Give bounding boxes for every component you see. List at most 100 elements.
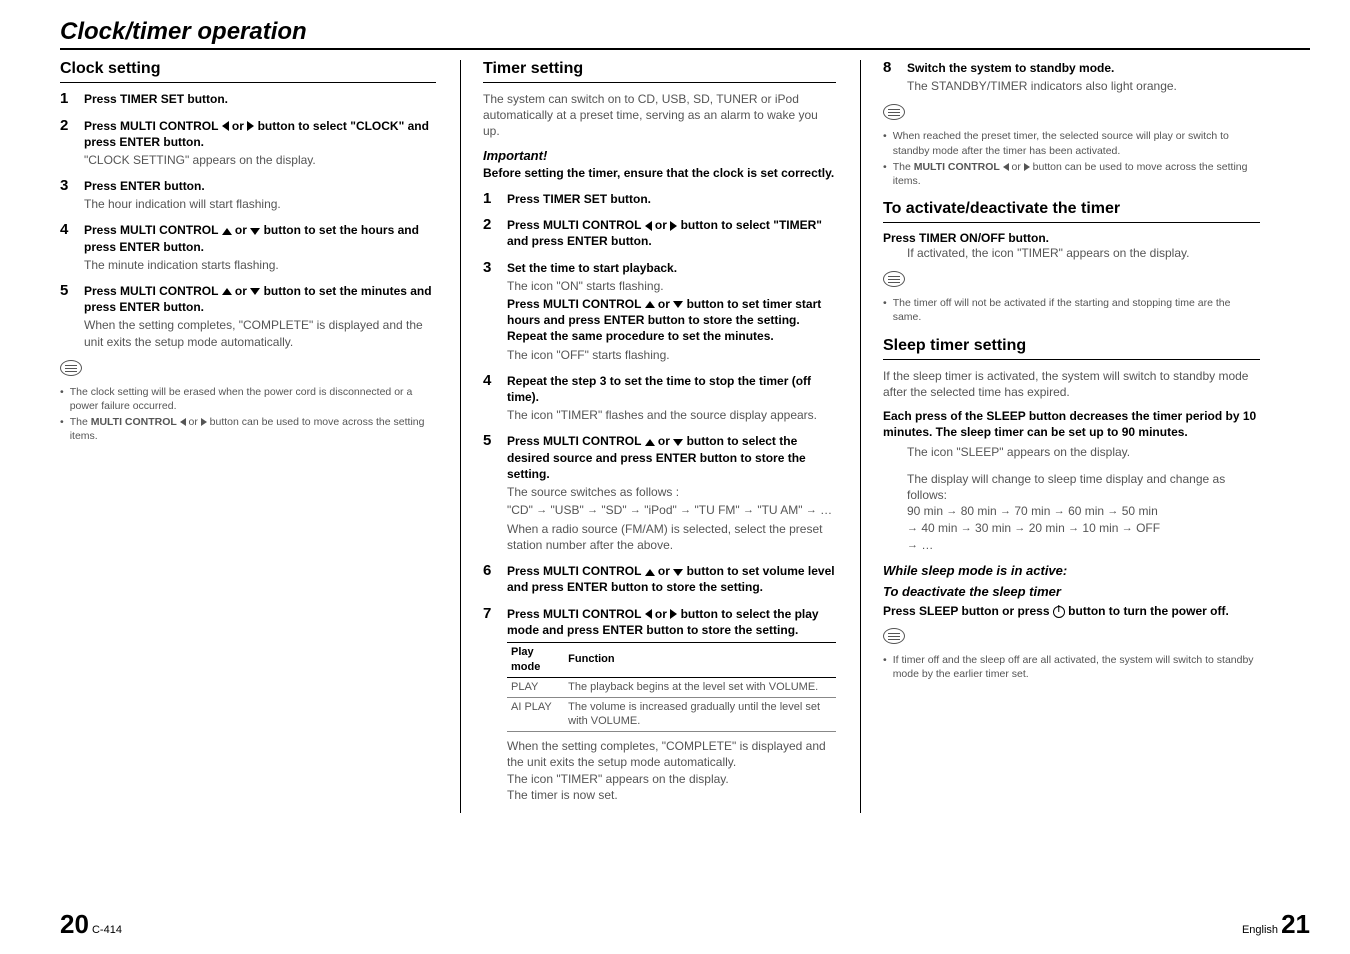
- bold-text: Each press of the SLEEP button decreases…: [883, 408, 1260, 440]
- column-2: Timer setting The system can switch on t…: [460, 60, 860, 813]
- step-6: 6 Press MULTI CONTROL or button to set v…: [483, 563, 836, 595]
- step-4: 4 Press MULTI CONTROL or button to set t…: [60, 222, 436, 273]
- table-header: Play mode: [507, 643, 564, 678]
- up-arrow-icon: [645, 569, 655, 576]
- note-icon: [60, 360, 82, 376]
- step-2: 2 Press MULTI CONTROL or button to selec…: [60, 118, 436, 169]
- sleep-heading: Sleep timer setting: [883, 337, 1260, 355]
- sleep-sequence: 90 min → 80 min → 70 min → 60 min → 50 m…: [907, 504, 1158, 518]
- play-mode-table: Play modeFunction PLAYThe playback begin…: [507, 642, 836, 732]
- step-text: Press MULTI CONTROL or button to select …: [507, 607, 819, 637]
- step-text: Press MULTI CONTROL or button to set the…: [84, 223, 419, 253]
- clock-setting-heading: Clock setting: [60, 60, 436, 78]
- down-arrow-icon: [673, 439, 683, 446]
- step-note: The icon "OFF" starts flashing.: [507, 347, 836, 363]
- subhead: Press TIMER ON/OFF button.: [883, 231, 1260, 245]
- page-title: Clock/timer operation: [60, 18, 1310, 46]
- column-3: 8 Switch the system to standby mode. The…: [860, 60, 1260, 813]
- sleep-sequence: 40 min → 30 min → 20 min → 10 min → OFF: [921, 521, 1160, 535]
- important-body: Before setting the timer, ensure that th…: [483, 165, 836, 181]
- body-text: If the sleep timer is activated, the sys…: [883, 368, 1260, 400]
- step-text: Press MULTI CONTROL or button to set tim…: [507, 296, 836, 345]
- note-icon: [883, 271, 905, 287]
- rule: [883, 222, 1260, 223]
- step-text: Press MULTI CONTROL or button to select …: [507, 434, 806, 480]
- step-number: 4: [60, 222, 74, 273]
- note-icon: [883, 104, 905, 120]
- up-arrow-icon: [645, 439, 655, 446]
- down-arrow-icon: [673, 569, 683, 576]
- step-note: When a radio source (FM/AM) is selected,…: [507, 521, 836, 553]
- timer-setting-heading: Timer setting: [483, 60, 836, 78]
- step-number: 3: [483, 260, 497, 363]
- step-text: Press MULTI CONTROL or button to select …: [84, 119, 429, 149]
- table-cell: PLAY: [507, 677, 564, 697]
- step-text: Press TIMER SET button.: [84, 92, 228, 106]
- step-number: 2: [483, 217, 497, 249]
- rule: [60, 82, 436, 83]
- body-text: The display will change to sleep time di…: [883, 471, 1260, 554]
- table-cell: AI PLAY: [507, 697, 564, 732]
- step-number: 1: [483, 191, 497, 208]
- down-arrow-icon: [250, 228, 260, 235]
- note-icon: [883, 628, 905, 644]
- step-3: 3 Press ENTER button. The hour indicatio…: [60, 178, 436, 212]
- italic-subhead: To deactivate the sleep timer: [883, 584, 1260, 599]
- italic-subhead: While sleep mode is in active:: [883, 563, 1260, 578]
- table-cell: The volume is increased gradually until …: [564, 697, 836, 732]
- step-note: When the setting completes, "COMPLETE" i…: [507, 738, 836, 803]
- step-number: 4: [483, 373, 497, 424]
- step-number: 5: [483, 433, 497, 553]
- notes: •The timer off will not be activated if …: [883, 296, 1260, 324]
- step-note: The source switches as follows :: [507, 484, 836, 500]
- step-5: 5 Press MULTI CONTROL or button to set t…: [60, 283, 436, 350]
- step-number: 3: [60, 178, 74, 212]
- activate-heading: To activate/deactivate the timer: [883, 200, 1260, 218]
- step-7: 7 Press MULTI CONTROL or button to selec…: [483, 606, 836, 803]
- step-note: The STANDBY/TIMER indicators also light …: [907, 78, 1177, 94]
- step-3: 3 Set the time to start playback. The ic…: [483, 260, 836, 363]
- note-text: The clock setting will be erased when th…: [70, 385, 436, 413]
- down-arrow-icon: [250, 288, 260, 295]
- step-5: 5 Press MULTI CONTROL or button to selec…: [483, 433, 836, 553]
- step-number: 8: [883, 60, 897, 94]
- step-number: 5: [60, 283, 74, 350]
- body-text: The icon "SLEEP" appears on the display.: [883, 444, 1260, 460]
- step-text: Press TIMER SET button.: [507, 192, 651, 206]
- columns: Clock setting 1 Press TIMER SET button. …: [60, 60, 1310, 813]
- footer-label: C-414: [92, 924, 122, 936]
- step-text: Set the time to start playback.: [507, 261, 677, 275]
- left-arrow-icon: [222, 121, 229, 131]
- note-text: The MULTI CONTROL or button can be used …: [70, 415, 436, 443]
- down-arrow-icon: [673, 301, 683, 308]
- note-text: The MULTI CONTROL or button can be used …: [893, 160, 1260, 188]
- step-note: The icon "ON" starts flashing.: [507, 278, 836, 294]
- footer-left: 20 C-414: [60, 909, 122, 940]
- notes: •If timer off and the sleep off are all …: [883, 653, 1260, 681]
- step-text: Press MULTI CONTROL or button to set vol…: [507, 564, 835, 594]
- notes: •The clock setting will be erased when t…: [60, 385, 436, 444]
- source-sequence: "CD" → "USB" → "SD" → "iPod" → "TU FM" →…: [507, 502, 836, 519]
- note-text: When reached the preset timer, the selec…: [893, 129, 1260, 157]
- note-text: If timer off and the sleep off are all a…: [893, 653, 1260, 681]
- step-8: 8 Switch the system to standby mode. The…: [883, 60, 1260, 94]
- important-heading: Important!: [483, 148, 836, 163]
- footer-right: English 21: [1242, 909, 1310, 940]
- step-note: When the setting completes, "COMPLETE" i…: [84, 317, 436, 349]
- footer-label: English: [1242, 924, 1278, 936]
- step-number: 1: [60, 91, 74, 108]
- step-text: Press MULTI CONTROL or button to set the…: [84, 284, 432, 314]
- step-note: "CLOCK SETTING" appears on the display.: [84, 152, 436, 168]
- notes: •When reached the preset timer, the sele…: [883, 129, 1260, 188]
- step-note: The icon "TIMER" flashes and the source …: [507, 407, 836, 423]
- step-2: 2 Press MULTI CONTROL or button to selec…: [483, 217, 836, 249]
- step-text: Switch the system to standby mode.: [907, 61, 1114, 75]
- table-header: Function: [564, 643, 836, 678]
- column-1: Clock setting 1 Press TIMER SET button. …: [60, 60, 460, 813]
- step-1: 1 Press TIMER SET button.: [60, 91, 436, 108]
- title-rule: [60, 48, 1310, 50]
- step-number: 7: [483, 606, 497, 803]
- up-arrow-icon: [222, 288, 232, 295]
- page-number: 20: [60, 909, 89, 939]
- step-4: 4 Repeat the step 3 to set the time to s…: [483, 373, 836, 424]
